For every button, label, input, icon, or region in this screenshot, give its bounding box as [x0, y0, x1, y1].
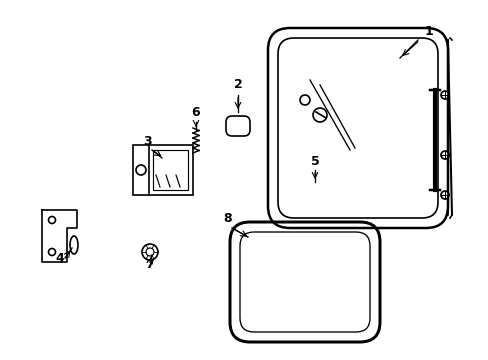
- Text: 7: 7: [145, 258, 154, 271]
- Bar: [153, 150, 187, 190]
- Bar: [133, 145, 149, 195]
- Circle shape: [312, 108, 326, 122]
- Circle shape: [299, 95, 309, 105]
- Text: 8: 8: [223, 212, 232, 225]
- Ellipse shape: [70, 236, 78, 254]
- Text: 6: 6: [191, 106, 200, 119]
- Text: 4: 4: [56, 252, 64, 265]
- Circle shape: [142, 244, 158, 260]
- Circle shape: [48, 248, 55, 256]
- Text: 3: 3: [143, 135, 152, 148]
- Circle shape: [48, 216, 55, 224]
- Circle shape: [440, 191, 448, 199]
- Circle shape: [146, 248, 154, 256]
- Bar: [148, 145, 193, 195]
- Circle shape: [440, 151, 448, 159]
- Circle shape: [440, 91, 448, 99]
- Text: 5: 5: [310, 155, 319, 168]
- Text: 2: 2: [233, 78, 242, 91]
- Text: 1: 1: [424, 25, 433, 38]
- Circle shape: [136, 165, 146, 175]
